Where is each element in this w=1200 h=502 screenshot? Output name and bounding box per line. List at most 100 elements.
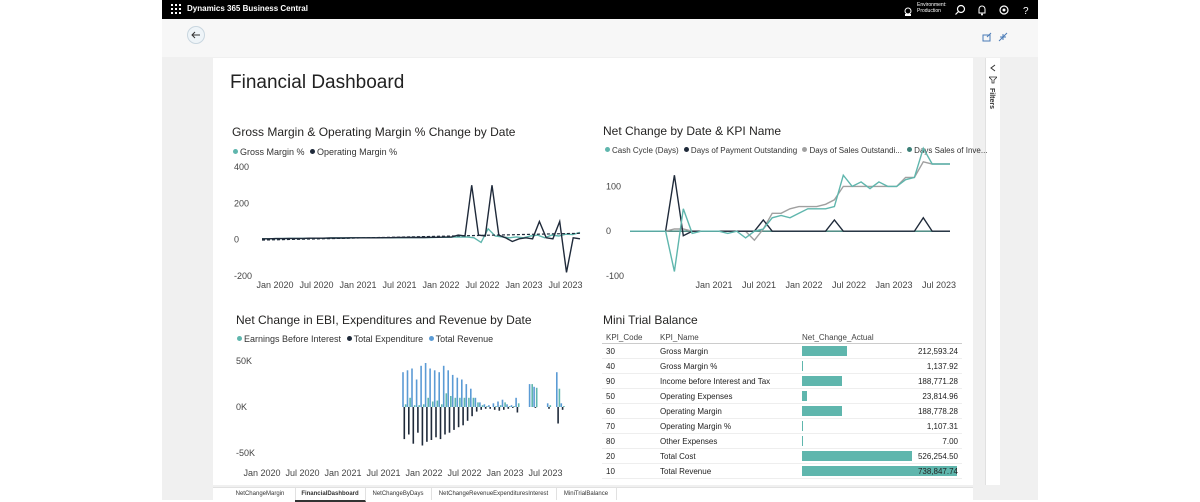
ebi-y-tick: 50K bbox=[236, 356, 252, 366]
ebi-bar bbox=[459, 397, 461, 407]
table-row: 30 Gross Margin 212,593.24 bbox=[602, 344, 962, 359]
kpi-value: 188,778.28 bbox=[917, 407, 958, 416]
ebi-bar bbox=[441, 404, 443, 408]
gm-x-tick: Jan 2020 bbox=[256, 280, 293, 290]
expenditure-bar bbox=[426, 407, 428, 442]
kpi-code: 10 bbox=[606, 467, 615, 476]
ebi-bar bbox=[495, 406, 497, 407]
expenditure-bar bbox=[403, 407, 406, 440]
ebi-bar bbox=[413, 405, 416, 407]
table-row: 90 Income before Interest and Tax 188,771.… bbox=[602, 374, 962, 389]
revenue-bar bbox=[429, 368, 431, 407]
nc-x-tick: Jul 2023 bbox=[922, 280, 956, 290]
value-bar bbox=[802, 421, 803, 431]
legend-expenditure: Total Expenditure bbox=[353, 334, 424, 344]
ebi-bar bbox=[558, 388, 561, 407]
value-bar bbox=[802, 361, 803, 371]
revenue-bar bbox=[483, 404, 486, 408]
kpi-name: Other Expenses bbox=[660, 437, 718, 446]
environment-line1: Environment: bbox=[917, 2, 947, 8]
kpi-code: 80 bbox=[606, 437, 615, 446]
report-canvas bbox=[213, 58, 973, 485]
ebi-bar bbox=[499, 405, 502, 407]
tab-net-change-margin[interactable]: NetChangeMargin bbox=[225, 488, 296, 500]
table-header: KPI_Code KPI_Name Net_Change_Actual bbox=[602, 330, 962, 344]
nc-x-tick: Jan 2022 bbox=[785, 280, 822, 290]
expenditure-bar bbox=[408, 407, 410, 435]
expenditure-bar bbox=[471, 407, 473, 417]
legend-dot-gross-margin bbox=[233, 149, 238, 154]
value-bar bbox=[802, 406, 843, 416]
ebi-bar bbox=[431, 401, 434, 407]
kpi-code: 90 bbox=[606, 377, 615, 386]
kpi-code: 20 bbox=[606, 452, 615, 461]
nc-y-tick: -100 bbox=[606, 271, 624, 281]
expenditure-bar bbox=[480, 407, 482, 410]
legend-dot-ebi bbox=[237, 336, 242, 341]
collapse-icon[interactable] bbox=[998, 29, 1008, 42]
kpi-value: 1,107.31 bbox=[926, 422, 958, 431]
revenue-bar bbox=[456, 377, 459, 407]
header-kpi-name[interactable]: KPI_Name bbox=[660, 333, 699, 342]
legend-dsi: Days Sales of Inve... bbox=[914, 146, 988, 155]
ebi-title: Net Change in EBI, Expenditures and Reve… bbox=[236, 313, 532, 327]
ebi-bar bbox=[517, 403, 520, 407]
legend-gross-margin: Gross Margin % bbox=[240, 147, 305, 157]
kpi-code: 40 bbox=[606, 362, 615, 371]
chevron-left-icon[interactable] bbox=[989, 64, 997, 72]
ebi-x-tick: Jul 2021 bbox=[366, 468, 400, 478]
value-bar bbox=[802, 346, 847, 356]
gm-y-tick: 400 bbox=[234, 162, 249, 172]
expenditure-bar bbox=[430, 407, 433, 440]
filters-pane[interactable]: Filters bbox=[985, 58, 1000, 485]
legend-operating-margin: Operating Margin % bbox=[317, 147, 398, 157]
revenue-bar bbox=[461, 379, 463, 407]
ebi-bar bbox=[454, 397, 457, 407]
ebi-bar bbox=[404, 404, 407, 408]
ebi-bar bbox=[481, 405, 484, 407]
revenue-bar bbox=[406, 370, 409, 407]
revenue-bar bbox=[515, 397, 517, 407]
gm-y-tick: -200 bbox=[234, 271, 252, 281]
nc-x-tick: Jan 2021 bbox=[695, 280, 732, 290]
ebi-bar bbox=[445, 393, 448, 408]
kpi-code: 30 bbox=[606, 347, 615, 356]
ebi-x-tick: Jan 2023 bbox=[486, 468, 523, 478]
legend-dpo: Days of Payment Outstanding bbox=[690, 146, 798, 155]
expenditure-bar bbox=[498, 407, 501, 411]
header-kpi-code[interactable]: KPI_Code bbox=[606, 333, 643, 342]
expenditure-bar bbox=[417, 407, 419, 433]
expenditure-bar bbox=[448, 407, 451, 433]
ebi-bar bbox=[535, 387, 538, 408]
bell-icon[interactable] bbox=[976, 3, 988, 16]
header-net-change[interactable]: Net_Change_Actual bbox=[802, 333, 874, 342]
value-bar bbox=[802, 376, 843, 386]
ebi-bar bbox=[477, 402, 479, 407]
back-button[interactable] bbox=[187, 26, 205, 44]
value-bar bbox=[802, 436, 803, 446]
tab-net-change-revenue[interactable]: NetChangeRevenueExpendituresInterest bbox=[431, 488, 557, 500]
open-new-window-icon[interactable] bbox=[982, 29, 992, 42]
legend-revenue: Total Revenue bbox=[435, 334, 494, 344]
legend-dot-cash-cycle bbox=[605, 147, 610, 152]
ebi-x-tick: Jul 2023 bbox=[528, 468, 562, 478]
ebi-y-tick: 0K bbox=[236, 402, 247, 412]
expenditure-bar bbox=[493, 407, 496, 410]
nc-y-tick: 100 bbox=[606, 181, 621, 191]
ebi-x-tick: Jan 2022 bbox=[405, 468, 442, 478]
tab-mini-trial-balance[interactable]: MiniTrialBalance bbox=[556, 488, 617, 500]
ebi-bar bbox=[508, 406, 511, 407]
table-row: 10 Total Revenue 738,847.74 bbox=[602, 464, 962, 479]
table-row: 70 Operating Margin % 1,107.31 bbox=[602, 419, 962, 434]
waffle-icon[interactable] bbox=[171, 4, 181, 14]
gear-icon[interactable] bbox=[998, 3, 1010, 15]
ebi-bar bbox=[468, 397, 470, 407]
environment-label[interactable]: Environment: Production bbox=[917, 2, 946, 14]
revenue-bar bbox=[424, 363, 427, 407]
tab-net-change-by-days[interactable]: NetChangeByDays bbox=[365, 488, 432, 500]
gm-x-tick: Jul 2022 bbox=[465, 280, 499, 290]
help-icon[interactable]: ? bbox=[1020, 3, 1032, 17]
search-icon[interactable] bbox=[954, 3, 966, 15]
kpi-code: 50 bbox=[606, 392, 615, 401]
kpi-code: 70 bbox=[606, 422, 615, 431]
